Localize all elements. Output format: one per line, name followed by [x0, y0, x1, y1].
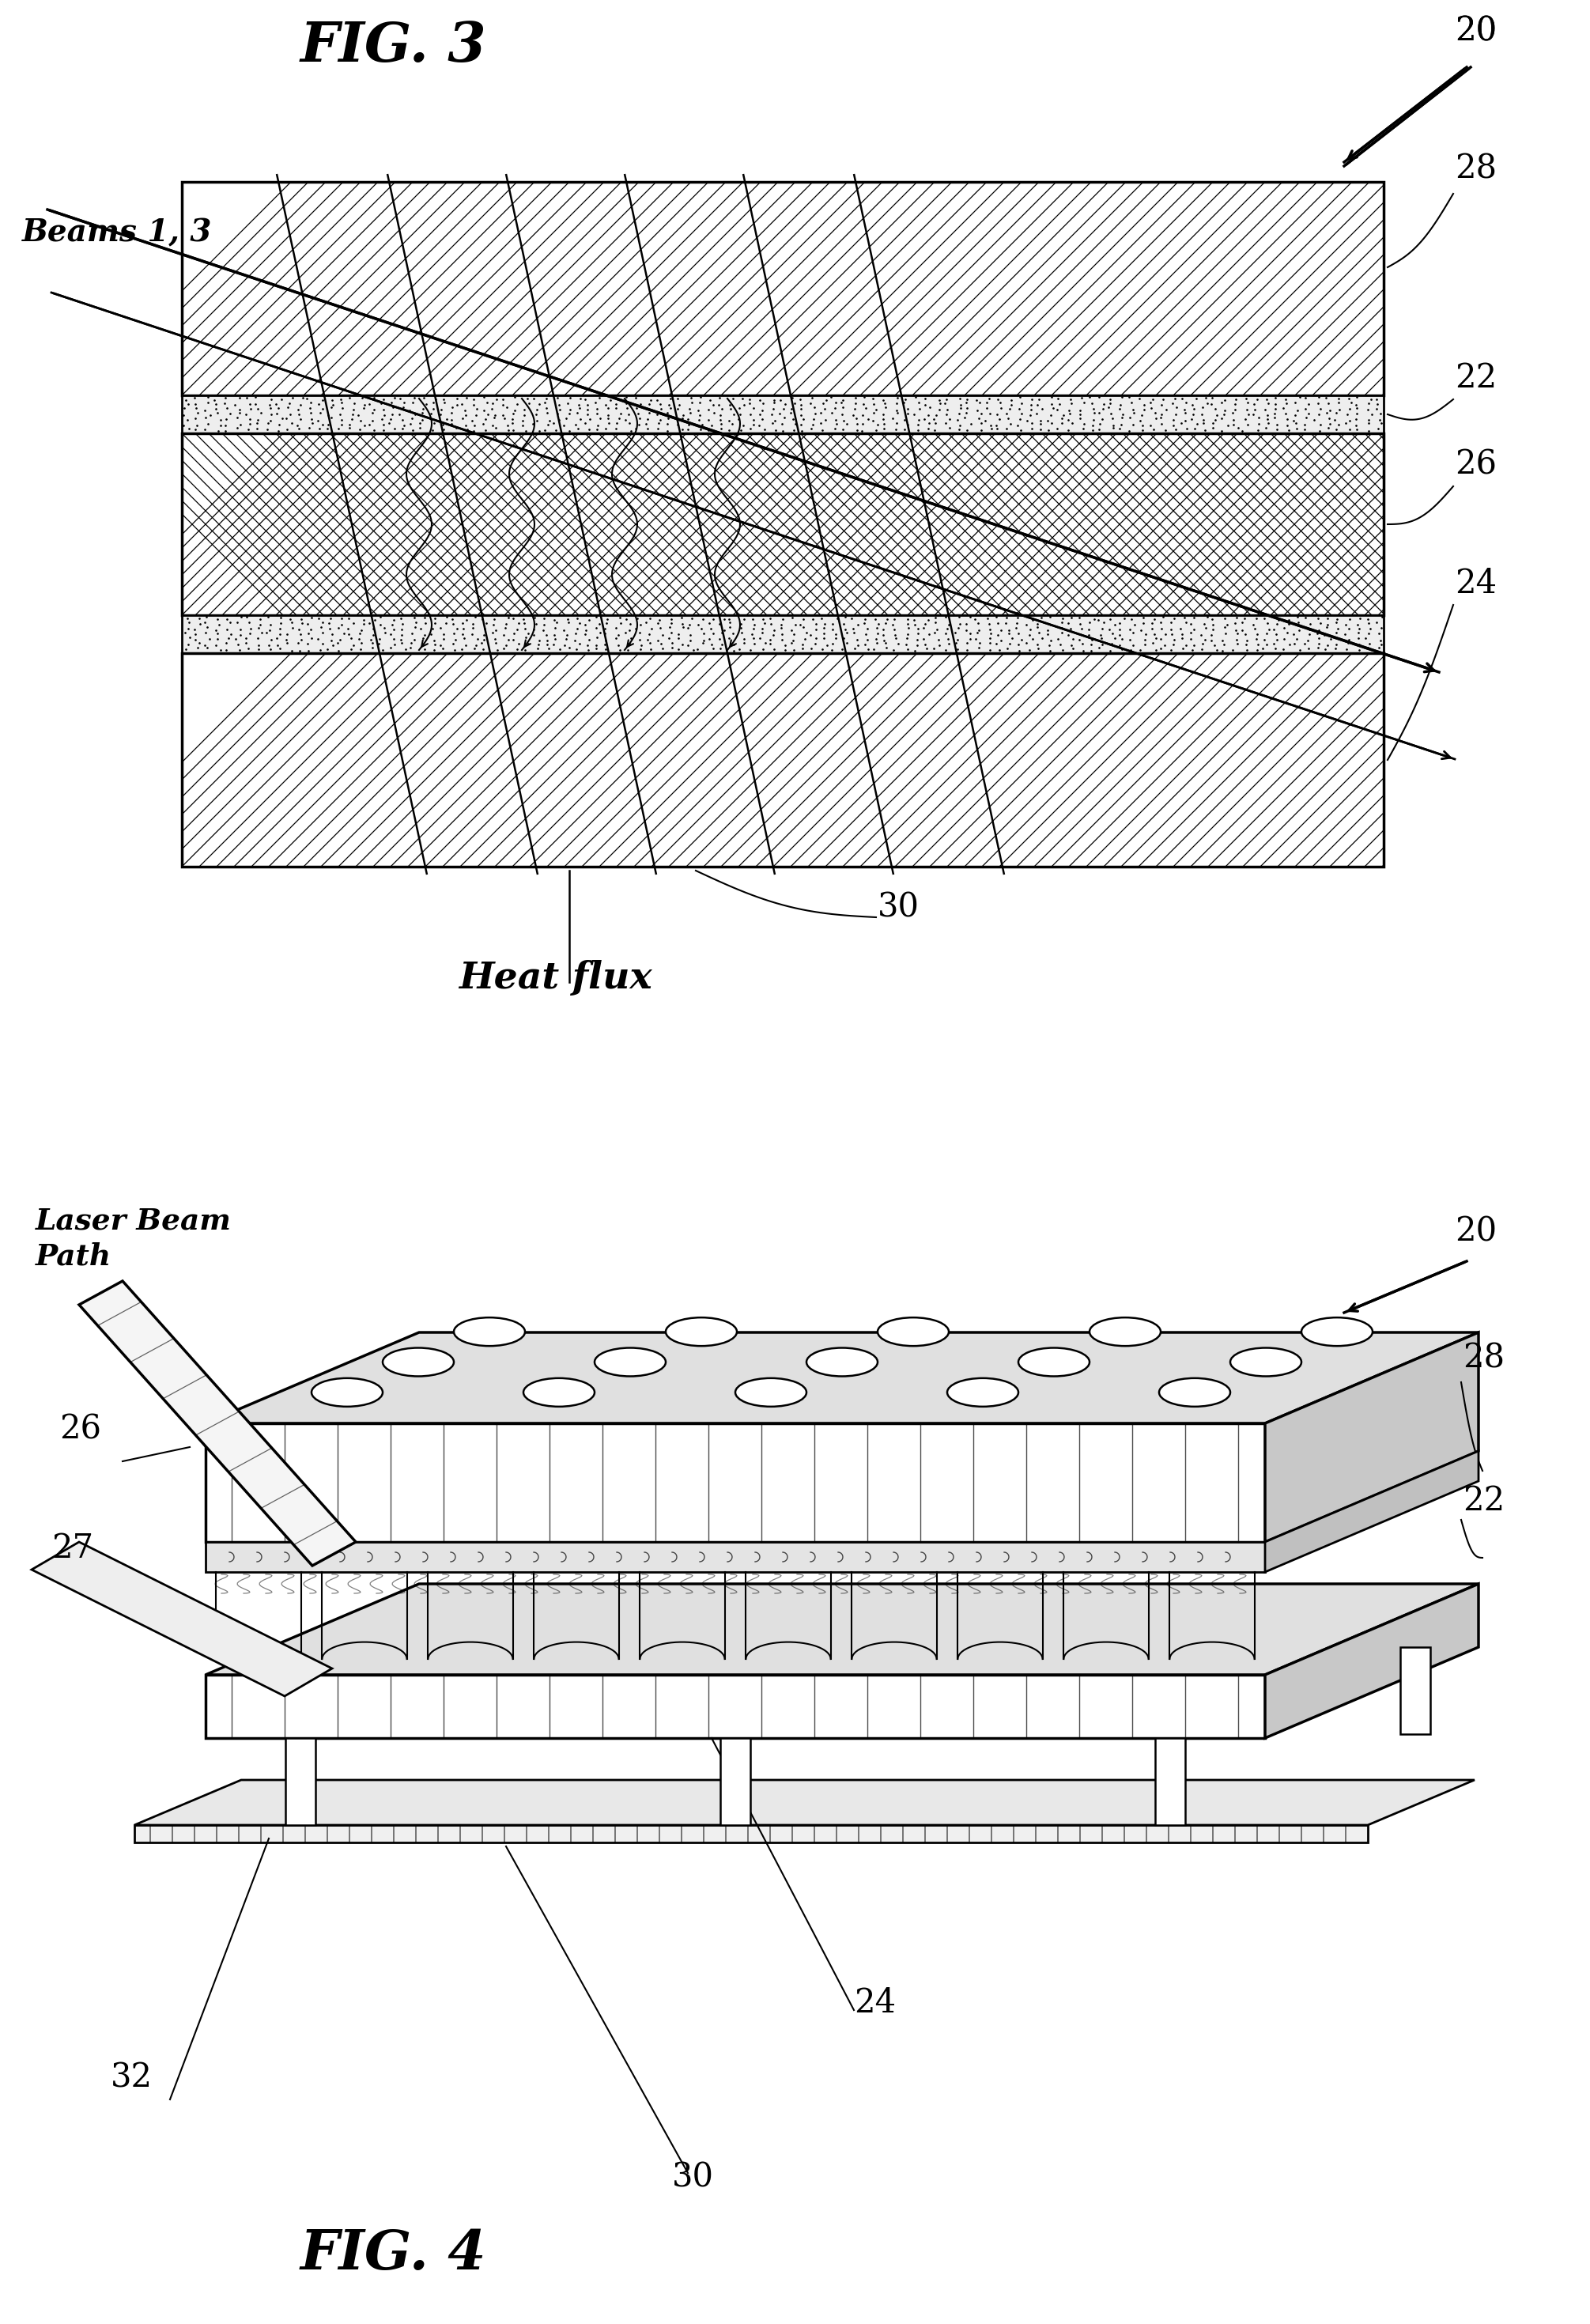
Text: 20: 20	[1455, 1215, 1496, 1248]
Text: FIG. 3: FIG. 3	[301, 21, 487, 72]
Polygon shape	[205, 1332, 1479, 1422]
Bar	[181, 181, 1383, 395]
Bar	[1401, 1648, 1431, 1734]
Text: 28: 28	[1463, 1341, 1504, 1376]
Text: FIG. 4: FIG. 4	[301, 2226, 487, 2280]
Bar	[181, 432, 1383, 616]
Text: 30: 30	[673, 2161, 714, 2194]
Ellipse shape	[523, 1378, 595, 1406]
Text: Beams 1, 3: Beams 1, 3	[22, 218, 211, 246]
Bar	[181, 395, 1383, 432]
Polygon shape	[1266, 1332, 1479, 1541]
Polygon shape	[135, 1824, 1367, 1843]
Ellipse shape	[1231, 1348, 1301, 1376]
Ellipse shape	[1089, 1318, 1161, 1346]
Ellipse shape	[312, 1378, 383, 1406]
Text: 27: 27	[51, 1532, 94, 1564]
Bar	[181, 616, 1383, 653]
Polygon shape	[80, 1281, 356, 1566]
Text: 24: 24	[854, 1987, 895, 2020]
Polygon shape	[1266, 1585, 1479, 1738]
Ellipse shape	[453, 1318, 525, 1346]
Text: 26: 26	[1455, 449, 1496, 481]
Ellipse shape	[383, 1348, 453, 1376]
Ellipse shape	[948, 1378, 1018, 1406]
Text: 30: 30	[878, 890, 919, 925]
Ellipse shape	[666, 1318, 736, 1346]
Text: 22: 22	[1455, 360, 1496, 395]
Polygon shape	[1266, 1450, 1479, 1571]
Text: 22: 22	[1463, 1485, 1504, 1518]
Polygon shape	[205, 1541, 1266, 1571]
Ellipse shape	[735, 1378, 806, 1406]
Text: 20: 20	[1455, 14, 1496, 49]
Ellipse shape	[595, 1348, 666, 1376]
Polygon shape	[205, 1422, 1266, 1541]
Text: 32: 32	[111, 2061, 153, 2094]
Bar	[1156, 1738, 1185, 1824]
Text: 24: 24	[1455, 567, 1496, 600]
Polygon shape	[205, 1585, 1479, 1676]
Ellipse shape	[806, 1348, 878, 1376]
Ellipse shape	[878, 1318, 949, 1346]
Polygon shape	[32, 1541, 332, 1697]
Bar	[181, 653, 1383, 867]
Text: Heat flux: Heat flux	[458, 960, 652, 997]
Ellipse shape	[1301, 1318, 1372, 1346]
Text: 20: 20	[1455, 14, 1496, 49]
Polygon shape	[205, 1676, 1266, 1738]
Text: Laser Beam
Path: Laser Beam Path	[35, 1206, 232, 1271]
Ellipse shape	[1159, 1378, 1231, 1406]
Text: 26: 26	[59, 1413, 102, 1446]
Bar	[286, 1738, 315, 1824]
Text: 28: 28	[1455, 151, 1496, 186]
Bar	[720, 1738, 750, 1824]
Ellipse shape	[1018, 1348, 1089, 1376]
Polygon shape	[135, 1780, 1474, 1824]
